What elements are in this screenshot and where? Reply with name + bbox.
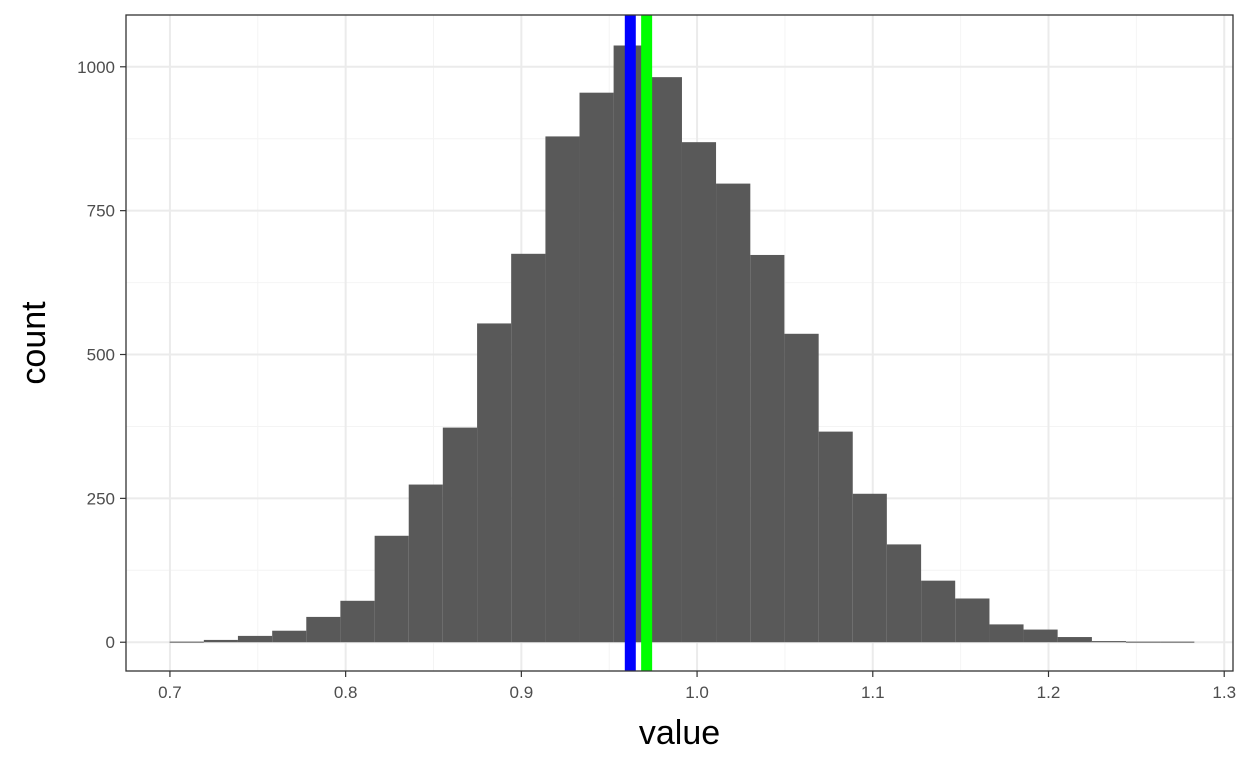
y-tick-label: 1000 — [77, 58, 115, 77]
histogram-bar — [169, 641, 204, 643]
histogram-bars — [169, 45, 1195, 643]
x-axis-title: value — [639, 714, 720, 752]
y-tick-label: 0 — [106, 633, 115, 652]
x-tick-label: 0.8 — [334, 683, 358, 702]
histogram-bar — [750, 254, 785, 643]
histogram-bar — [374, 535, 409, 643]
x-tick-label: 0.7 — [158, 683, 182, 702]
reference-lines — [624, 15, 653, 671]
histogram-bar — [818, 431, 853, 643]
histogram-bar — [921, 580, 956, 643]
histogram-bar — [716, 183, 751, 643]
histogram-bar — [203, 639, 238, 643]
histogram-bar — [511, 253, 546, 643]
histogram-bar — [272, 630, 307, 643]
histogram-bar — [1125, 641, 1161, 643]
y-tick-label: 500 — [87, 346, 115, 365]
histogram-bar — [408, 484, 443, 643]
histogram-bar — [306, 616, 341, 643]
x-tick-label: 1.1 — [861, 683, 885, 702]
histogram-bar — [784, 333, 819, 643]
histogram-bar — [886, 544, 922, 643]
histogram-bar — [237, 635, 273, 643]
histogram-bar — [545, 136, 580, 643]
y-tick-label: 250 — [87, 489, 115, 508]
x-tick-label: 1.2 — [1037, 683, 1061, 702]
y-axis: 0 250 500 750 1000 — [77, 58, 126, 652]
histogram-bar — [442, 427, 478, 643]
histogram-bar — [477, 323, 512, 643]
x-tick-label: 1.0 — [685, 683, 709, 702]
histogram-bar — [955, 598, 990, 643]
x-tick-label: 0.9 — [510, 683, 534, 702]
y-tick-label: 750 — [87, 202, 115, 221]
histogram-bar — [1023, 629, 1058, 643]
x-axis: 0.7 0.8 0.9 1.0 1.1 1.2 1.3 — [158, 671, 1236, 702]
histogram-bar — [1057, 637, 1092, 643]
histogram-bar — [989, 624, 1024, 643]
histogram-bar — [852, 493, 887, 643]
histogram-bar — [647, 77, 682, 643]
y-axis-title: count — [15, 301, 53, 385]
histogram-bar — [1091, 641, 1126, 643]
histogram-bar — [681, 142, 717, 643]
histogram-bar — [340, 600, 375, 643]
x-tick-label: 1.3 — [1212, 683, 1236, 702]
histogram-bar — [1160, 641, 1195, 643]
histogram-bar — [579, 92, 614, 643]
panel-border — [125, 14, 1234, 672]
